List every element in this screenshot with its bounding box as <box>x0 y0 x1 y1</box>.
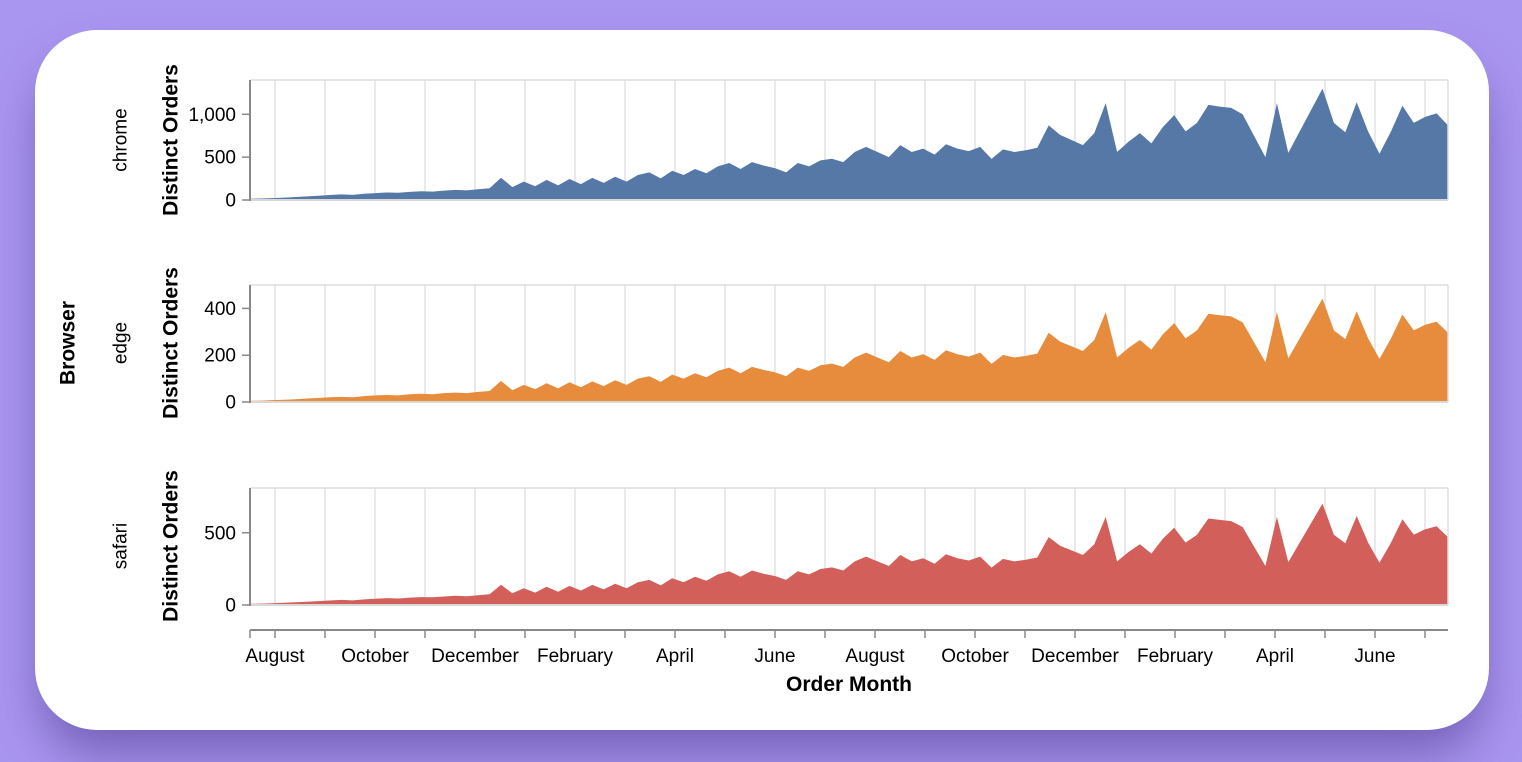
y-axis-title-safari: Distinct Orders <box>159 470 182 622</box>
x-tick-label: October <box>341 646 409 667</box>
facet-label-safari: safari <box>111 523 132 569</box>
area-edge <box>250 298 1448 402</box>
facet-axis-title: Browser <box>56 301 79 385</box>
x-tick-label: June <box>754 646 795 667</box>
facet-label-edge: edge <box>111 322 132 364</box>
x-tick-label: April <box>656 646 694 667</box>
x-tick-label: December <box>431 646 519 667</box>
x-tick-label: October <box>941 646 1009 667</box>
x-tick-label: June <box>1354 646 1395 667</box>
x-axis-title: Order Month <box>786 673 912 696</box>
x-tick-label: April <box>1256 646 1294 667</box>
y-tick-label: 400 <box>204 299 236 320</box>
y-axis-title-chrome: Distinct Orders <box>159 64 182 216</box>
y-tick-label: 1,000 <box>188 105 236 126</box>
y-axis-title-edge: Distinct Orders <box>159 267 182 419</box>
area-safari <box>250 503 1448 605</box>
y-tick-label: 0 <box>225 596 236 617</box>
x-tick-label: August <box>845 646 905 667</box>
x-tick-label: February <box>537 646 614 667</box>
y-tick-label: 500 <box>204 523 236 544</box>
x-tick-label: February <box>1137 646 1214 667</box>
y-tick-label: 500 <box>204 148 236 169</box>
x-tick-label: August <box>245 646 305 667</box>
x-tick-label: December <box>1031 646 1119 667</box>
facet-label-chrome: chrome <box>111 108 132 171</box>
y-tick-label: 0 <box>225 191 236 212</box>
area-chrome <box>250 88 1448 200</box>
y-tick-label: 200 <box>204 346 236 367</box>
y-tick-label: 0 <box>225 393 236 414</box>
